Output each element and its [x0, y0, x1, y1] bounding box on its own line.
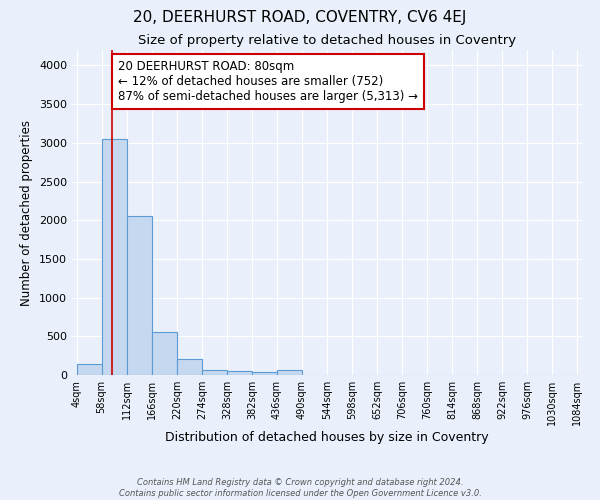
- Y-axis label: Number of detached properties: Number of detached properties: [20, 120, 34, 306]
- Bar: [277, 370, 302, 375]
- Text: 20, DEERHURST ROAD, COVENTRY, CV6 4EJ: 20, DEERHURST ROAD, COVENTRY, CV6 4EJ: [133, 10, 467, 25]
- Bar: [152, 332, 177, 375]
- Title: Size of property relative to detached houses in Coventry: Size of property relative to detached ho…: [138, 34, 516, 48]
- Bar: [77, 364, 101, 375]
- Bar: [227, 371, 252, 375]
- Bar: [252, 372, 277, 375]
- Text: 20 DEERHURST ROAD: 80sqm
← 12% of detached houses are smaller (752)
87% of semi-: 20 DEERHURST ROAD: 80sqm ← 12% of detach…: [118, 60, 418, 103]
- Text: Contains HM Land Registry data © Crown copyright and database right 2024.
Contai: Contains HM Land Registry data © Crown c…: [119, 478, 481, 498]
- Bar: [202, 370, 227, 375]
- Bar: [127, 216, 152, 375]
- Bar: [101, 139, 127, 375]
- X-axis label: Distribution of detached houses by size in Coventry: Distribution of detached houses by size …: [165, 430, 489, 444]
- Bar: [177, 359, 202, 375]
